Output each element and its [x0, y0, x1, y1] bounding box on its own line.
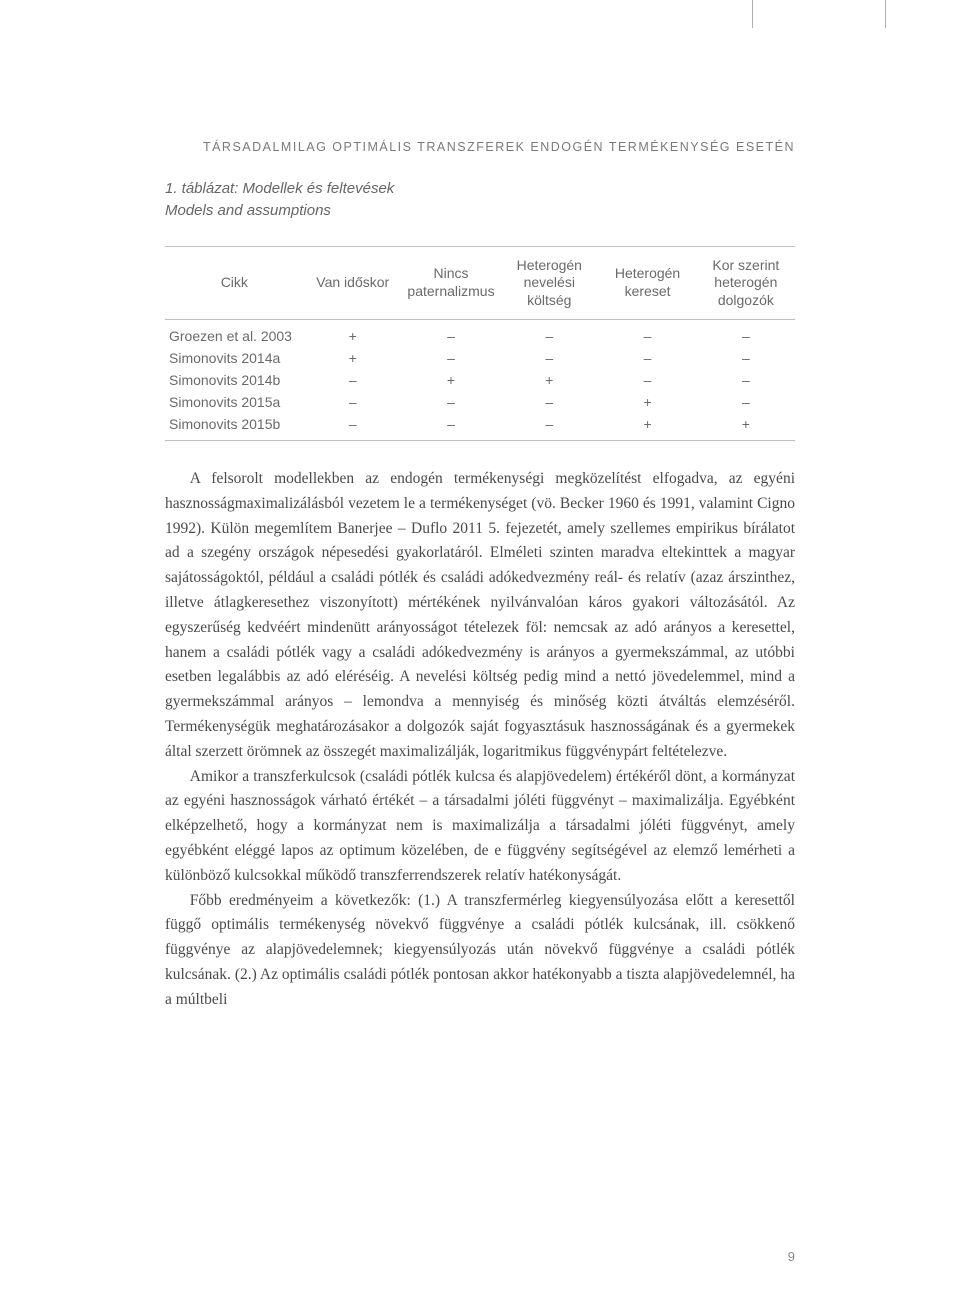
guide-left: [752, 0, 753, 28]
paragraph-1: A felsorolt modellekben az endogén termé…: [165, 467, 795, 765]
th-idoskor: Van időskor: [304, 246, 402, 320]
row-label: Simonovits 2014a: [165, 347, 304, 369]
table-row: Simonovits 2014a + – – – –: [165, 347, 795, 369]
cell: –: [598, 347, 696, 369]
cell: –: [304, 413, 402, 441]
row-label: Groezen et al. 2003: [165, 320, 304, 348]
cell: –: [402, 391, 500, 413]
models-table: Cikk Van időskor Nincs paternalizmus Het…: [165, 246, 795, 442]
table-row: Simonovits 2015a – – – + –: [165, 391, 795, 413]
cell: +: [598, 391, 696, 413]
body-text: A felsorolt modellekben az endogén termé…: [165, 467, 795, 1013]
cell: –: [500, 347, 598, 369]
table-row: Simonovits 2014b – + + – –: [165, 369, 795, 391]
row-label: Simonovits 2015b: [165, 413, 304, 441]
row-label: Simonovits 2014b: [165, 369, 304, 391]
cell: –: [598, 369, 696, 391]
cell: +: [697, 413, 795, 441]
cell: –: [500, 320, 598, 348]
table-body: Groezen et al. 2003 + – – – – Simonovits…: [165, 320, 795, 441]
th-dolgozok: Kor szerint heterogén dolgozók: [697, 246, 795, 320]
table-row: Simonovits 2015b – – – + +: [165, 413, 795, 441]
cell: +: [304, 347, 402, 369]
cell: +: [598, 413, 696, 441]
page-content: TÁRSADALMILAG OPTIMÁLIS TRANSZFEREK ENDO…: [0, 0, 960, 1073]
paragraph-2: Amikor a transzferkulcsok (családi pótlé…: [165, 765, 795, 889]
cell: –: [402, 347, 500, 369]
cell: –: [598, 320, 696, 348]
cell: –: [402, 320, 500, 348]
table-row: Groezen et al. 2003 + – – – –: [165, 320, 795, 348]
th-kereset: Heterogén kereset: [598, 246, 696, 320]
running-head: TÁRSADALMILAG OPTIMÁLIS TRANSZFEREK ENDO…: [165, 140, 795, 154]
cell: –: [697, 391, 795, 413]
page-number: 9: [788, 1249, 795, 1264]
cell: –: [697, 369, 795, 391]
caption-line-1: 1. táblázat: Modellek és feltevések: [165, 178, 795, 200]
cell: –: [697, 320, 795, 348]
cell: +: [304, 320, 402, 348]
top-guide-marks: [0, 0, 960, 30]
guide-right: [885, 0, 886, 28]
cell: –: [697, 347, 795, 369]
caption-line-2: Models and assumptions: [165, 200, 795, 222]
table-header-row: Cikk Van időskor Nincs paternalizmus Het…: [165, 246, 795, 320]
th-nevelesi: Heterogén nevelési költség: [500, 246, 598, 320]
cell: –: [500, 391, 598, 413]
table-caption: 1. táblázat: Modellek és feltevések Mode…: [165, 178, 795, 222]
cell: –: [304, 369, 402, 391]
cell: +: [402, 369, 500, 391]
th-cikk: Cikk: [165, 246, 304, 320]
cell: –: [500, 413, 598, 441]
cell: –: [402, 413, 500, 441]
th-paternalizmus: Nincs paternalizmus: [402, 246, 500, 320]
cell: +: [500, 369, 598, 391]
paragraph-3: Főbb eredményeim a következők: (1.) A tr…: [165, 889, 795, 1013]
row-label: Simonovits 2015a: [165, 391, 304, 413]
cell: –: [304, 391, 402, 413]
